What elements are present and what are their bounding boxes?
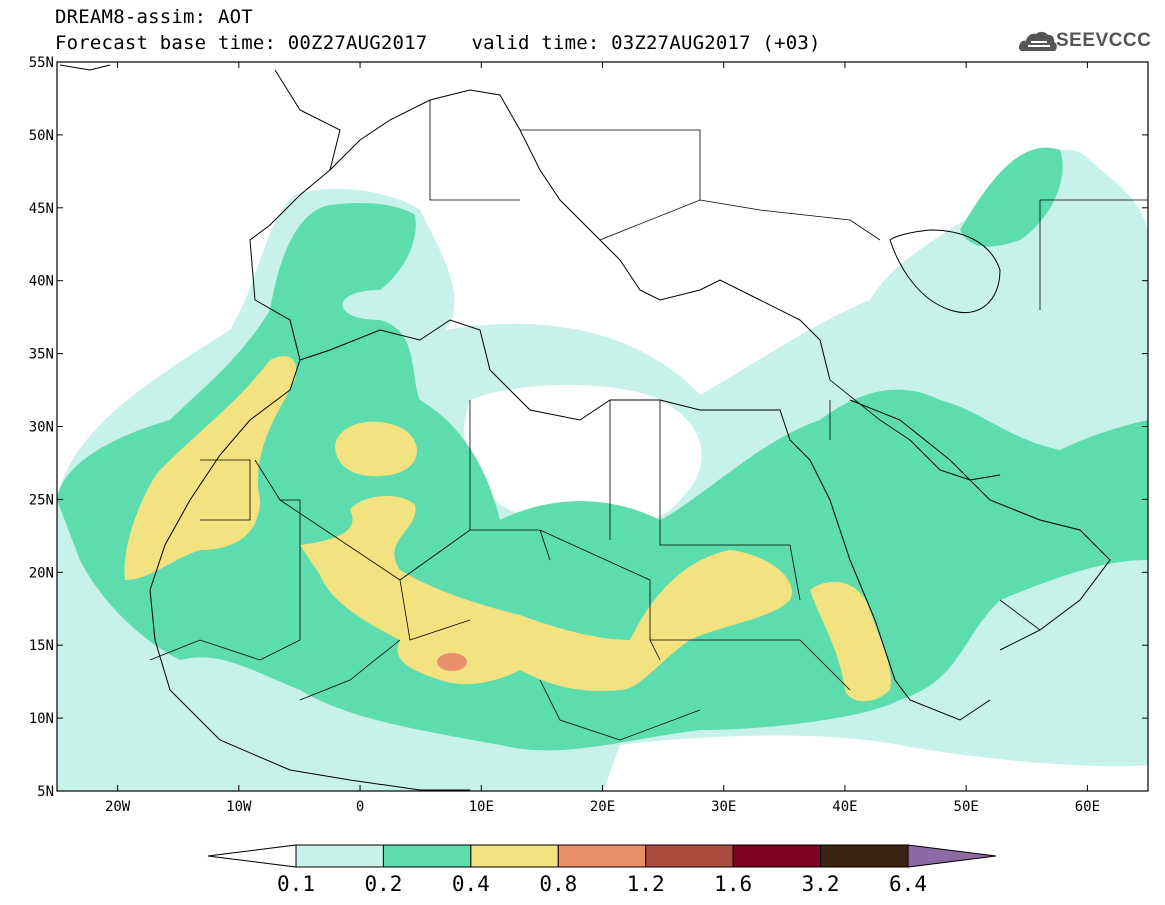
- lon-label: 60E: [1075, 799, 1100, 815]
- colorbar-label: 6.4: [889, 872, 927, 896]
- lon-label: 20E: [590, 799, 615, 815]
- colorbar-max-arrow: [907, 844, 997, 868]
- colorbar-swatch: [820, 844, 909, 868]
- aot-region-0.4: [300, 495, 792, 691]
- clean-air-region: [464, 385, 702, 528]
- lat-label: 20N: [29, 565, 54, 581]
- colorbar-label: 0.1: [277, 872, 315, 896]
- lon-label: 10W: [226, 799, 252, 815]
- lat-label: 25N: [29, 492, 54, 508]
- colorbar-swatch: [732, 844, 822, 868]
- valid-time-text: valid time: 03Z27AUG2017 (+03): [471, 32, 821, 54]
- logo-text: SEEVCCC: [1056, 30, 1152, 51]
- colorbar-swatch: [645, 844, 734, 868]
- colorbar-label: 0.2: [364, 872, 402, 896]
- lon-label: 50E: [954, 799, 979, 815]
- lat-label: 45N: [29, 201, 54, 217]
- colorbar-min-arrow: [207, 844, 297, 868]
- cloud-icon: [1018, 31, 1057, 51]
- lat-label: 50N: [29, 128, 54, 144]
- aot-region-0.8: [437, 653, 467, 671]
- aot-field: [57, 147, 1148, 791]
- colorbar-label: 0.4: [452, 872, 490, 896]
- lon-label: 20W: [105, 799, 131, 815]
- colorbar-swatch: [382, 844, 472, 868]
- colorbar-swatch: [295, 844, 384, 868]
- lat-label: 35N: [29, 347, 54, 363]
- aot-region-0.4: [810, 581, 891, 702]
- lon-label: 0: [356, 799, 364, 815]
- aot-region-0.2: [960, 147, 1063, 247]
- map-title: DREAM8-assim: AOT: [55, 6, 253, 28]
- forecast-times: Forecast base time: 00Z27AUG2017 valid ti…: [55, 32, 821, 54]
- base-time-text: Forecast base time: 00Z27AUG2017: [55, 32, 428, 54]
- lat-label: 40N: [29, 274, 54, 290]
- colorbar-swatch: [470, 844, 559, 868]
- clean-air-region: [603, 735, 1148, 791]
- aot-region-0.2: [57, 203, 1148, 751]
- lon-label: 10E: [469, 799, 494, 815]
- aot-colorbar: 0.1 0.2 0.4 0.8 1.2 1.6 3.2 6.4: [207, 844, 997, 896]
- aot-region-0.4: [335, 421, 417, 477]
- lon-label: 30E: [711, 799, 736, 815]
- colorbar-swatch: [557, 844, 647, 868]
- longitude-labels: 20W 10W 0 10E 20E 30E 40E 50E 60E: [105, 799, 1100, 815]
- colorbar-label: 0.8: [539, 872, 577, 896]
- aot-region-0.4: [124, 356, 297, 580]
- lat-label: 10N: [29, 711, 54, 727]
- lat-label: 55N: [29, 55, 54, 71]
- country-borders: [149, 100, 1148, 741]
- colorbar-label: 1.6: [714, 872, 752, 896]
- lat-label: 15N: [29, 638, 54, 654]
- lat-label: 30N: [29, 420, 54, 436]
- axis-ticks: [57, 61, 1148, 792]
- lon-label: 40E: [832, 799, 857, 815]
- colorbar-label: 1.2: [627, 872, 665, 896]
- lat-label: 5N: [37, 784, 54, 800]
- colorbar-label: 3.2: [802, 872, 840, 896]
- latitude-labels: 55N 50N 45N 40N 35N 30N 25N 20N 15N 10N 5N: [29, 55, 54, 800]
